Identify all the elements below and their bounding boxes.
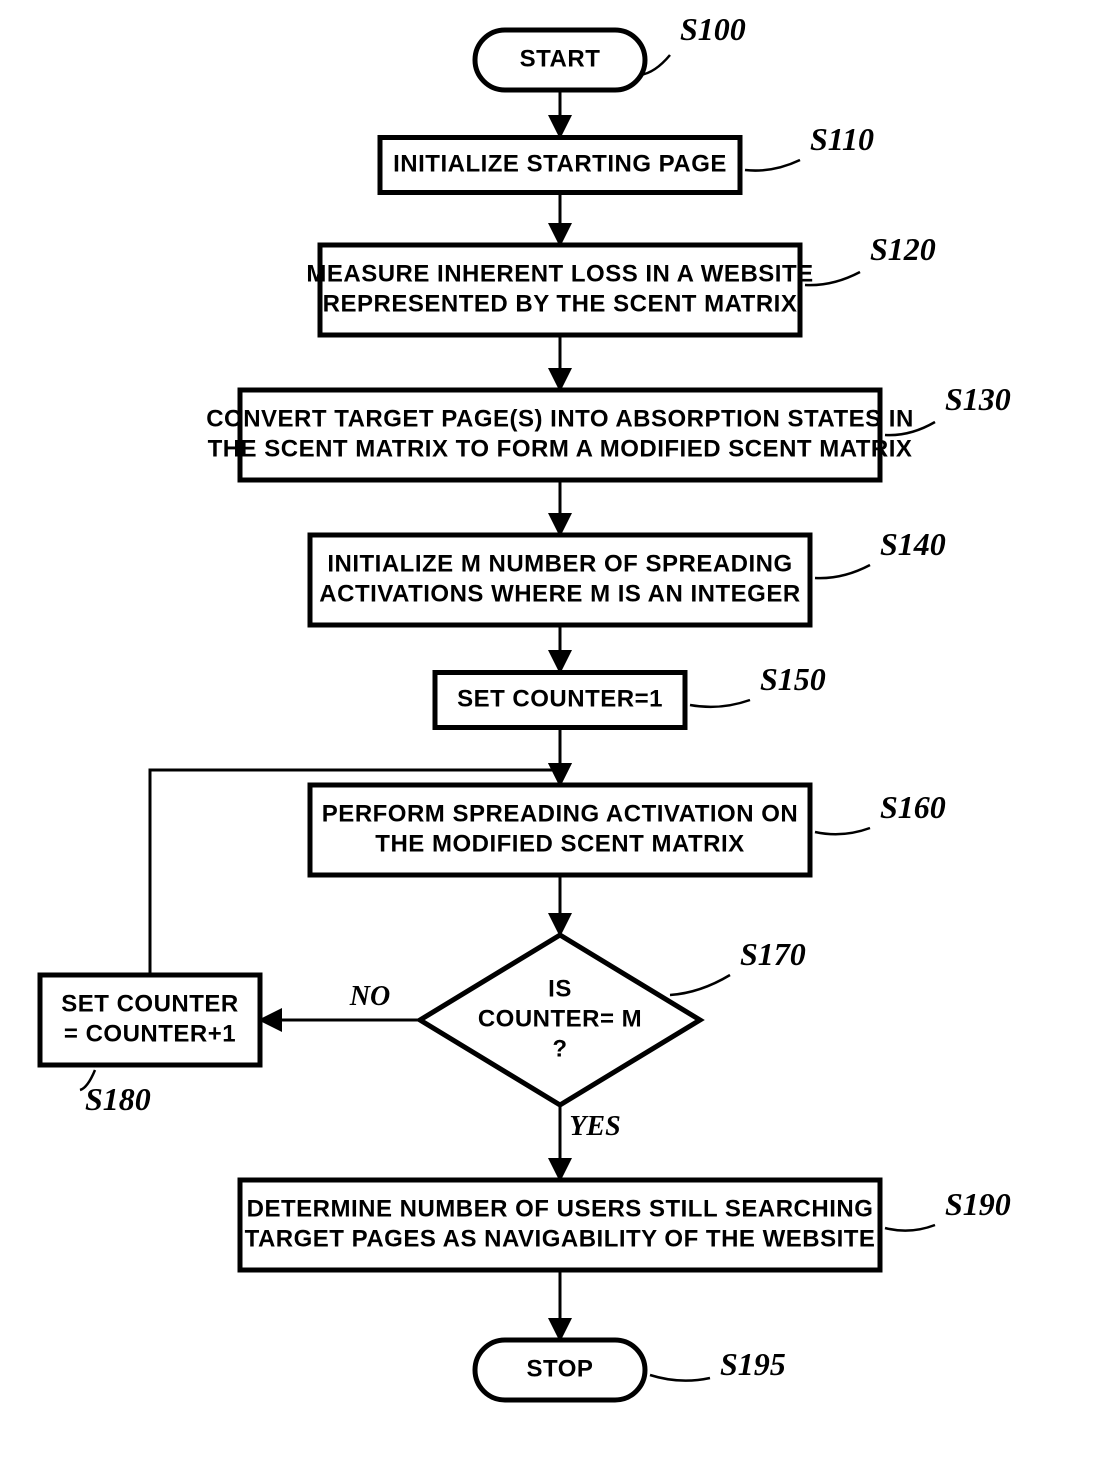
step-label-s140: S140 [880,526,946,562]
node-start: START [475,30,645,90]
node-s180-text-1: = COUNTER+1 [64,1020,236,1047]
node-s190-text-1: TARGET PAGES AS NAVIGABILITY OF THE WEBS… [245,1225,876,1252]
step-label-s120: S120 [870,231,936,267]
leader-s195 [650,1375,710,1381]
leader-s160 [815,828,870,834]
edge-label-s170-s180: NO [349,981,390,1012]
node-s120-text-0: MEASURE INHERENT LOSS IN A WEBSITE [306,260,813,287]
node-start-text-0: START [520,45,601,72]
leader-s110 [745,160,800,171]
node-s170-text-1: COUNTER= M [478,1005,642,1032]
node-s180: SET COUNTER = COUNTER+1 [40,975,260,1065]
node-s110-text-0: INITIALIZE STARTING PAGE [393,150,727,177]
node-s130: CONVERT TARGET PAGE(S) INTO ABSORPTION S… [206,390,914,480]
node-s180-text-0: SET COUNTER [61,990,239,1017]
leader-s140 [815,565,870,578]
node-s170: IS COUNTER= M? [420,935,700,1105]
step-label-s170: S170 [740,936,806,972]
node-s130-text-1: THE SCENT MATRIX TO FORM A MODIFIED SCEN… [208,435,913,462]
edge-label-s170-s190: YES [569,1111,620,1142]
node-stop-text-0: STOP [527,1355,594,1382]
step-label-s150: S150 [760,661,826,697]
flowchart: YES NO START INITIALIZE STARTING PAGE MEASUR… [0,0,1093,1474]
node-s150: SET COUNTER=1 [435,673,685,728]
node-s170-text-2: ? [552,1035,567,1062]
step-label-s180: S180 [85,1081,151,1117]
node-s110: INITIALIZE STARTING PAGE [380,138,740,193]
step-label-s100: S100 [680,11,746,47]
step-label-s195: S195 [720,1346,786,1382]
node-s120: MEASURE INHERENT LOSS IN A WEBSITE REPRES… [306,245,813,335]
node-s190: DETERMINE NUMBER OF USERS STILL SEARCHIN… [240,1180,880,1270]
leader-s190 [885,1225,935,1231]
node-s160-text-0: PERFORM SPREADING ACTIVATION ON [322,800,798,827]
node-stop: STOP [475,1340,645,1400]
node-s150-text-0: SET COUNTER=1 [457,685,663,712]
node-s140-text-0: INITIALIZE M NUMBER OF SPREADING [327,550,792,577]
step-label-s190: S190 [945,1186,1011,1222]
leader-s170 [670,975,730,995]
node-s140-text-1: ACTIVATIONS WHERE M IS AN INTEGER [319,580,800,607]
node-s160: PERFORM SPREADING ACTIVATION ON THE MODIF… [310,785,810,875]
node-s160-text-1: THE MODIFIED SCENT MATRIX [375,830,744,857]
step-label-s160: S160 [880,789,946,825]
node-s140: INITIALIZE M NUMBER OF SPREADING ACTIVATI… [310,535,810,625]
node-s170-text-0: IS [548,975,572,1002]
node-s130-text-0: CONVERT TARGET PAGE(S) INTO ABSORPTION S… [206,405,914,432]
node-s190-text-0: DETERMINE NUMBER OF USERS STILL SEARCHIN… [247,1195,874,1222]
leader-s150 [690,700,750,707]
step-label-s110: S110 [810,121,874,157]
node-s120-text-1: REPRESENTED BY THE SCENT MATRIX [323,290,798,317]
step-label-s130: S130 [945,381,1011,417]
